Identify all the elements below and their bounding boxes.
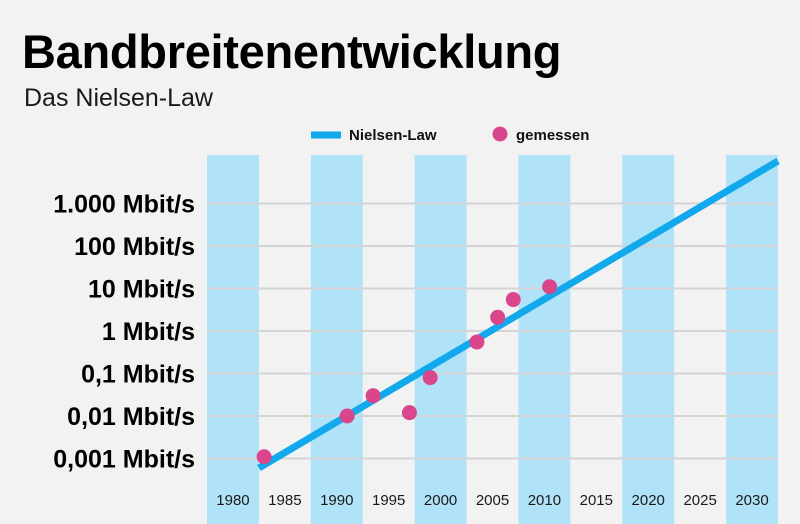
legend: Nielsen-Law gemessen <box>311 126 589 144</box>
x-tick-label: 1990 <box>320 492 353 509</box>
chart-subtitle: Das Nielsen-Law <box>24 84 213 112</box>
measured-point <box>401 405 417 421</box>
series-points <box>256 279 558 465</box>
x-tick-label: 2015 <box>580 492 613 509</box>
measured-point <box>339 408 355 424</box>
legend-label-nielsen-law: Nielsen-Law <box>349 127 437 144</box>
measured-point <box>422 370 438 386</box>
background-band <box>518 155 571 524</box>
y-tick-label: 0,001 Mbit/s <box>53 446 195 474</box>
gridlines <box>207 202 778 460</box>
measured-point <box>469 334 485 350</box>
background-band <box>726 155 778 524</box>
y-tick-label: 0,01 Mbit/s <box>67 403 195 431</box>
background-band <box>414 155 467 524</box>
background-band <box>622 155 675 524</box>
x-tick-label: 2005 <box>476 492 509 509</box>
y-axis-ticks: 0,001 Mbit/s 0,01 Mbit/s 0,1 Mbit/s 1 Mbit/… <box>53 191 195 474</box>
y-tick-label: 0,1 Mbit/s <box>81 361 195 389</box>
background-bands <box>207 155 778 524</box>
y-tick-label: 1 Mbit/s <box>102 318 195 346</box>
measured-point <box>542 279 558 295</box>
measured-point <box>505 292 521 308</box>
y-tick-label: 10 Mbit/s <box>88 276 195 304</box>
chart-title: Bandbreitenentwicklung <box>22 25 562 78</box>
legend-point-swatch <box>492 126 508 142</box>
y-tick-label: 1.000 Mbit/s <box>53 191 195 219</box>
x-tick-label: 2010 <box>528 492 561 509</box>
background-band <box>207 155 259 524</box>
x-tick-label: 2030 <box>735 492 768 509</box>
legend-label-gemessen: gemessen <box>516 127 589 144</box>
x-tick-label: 2020 <box>632 492 665 509</box>
x-tick-label: 1995 <box>372 492 405 509</box>
y-tick-label: 100 Mbit/s <box>74 233 195 261</box>
x-tick-label: 1985 <box>268 492 301 509</box>
background-band <box>310 155 363 524</box>
x-tick-label: 2000 <box>424 492 457 509</box>
measured-point <box>256 449 272 465</box>
measured-point <box>365 388 381 404</box>
x-tick-label: 2025 <box>683 492 716 509</box>
x-tick-label: 1980 <box>216 492 249 509</box>
x-axis-ticks: 1980 1985 1990 1995 2000 2005 2010 2015 2020 2025… <box>216 492 768 509</box>
measured-point <box>490 309 506 325</box>
